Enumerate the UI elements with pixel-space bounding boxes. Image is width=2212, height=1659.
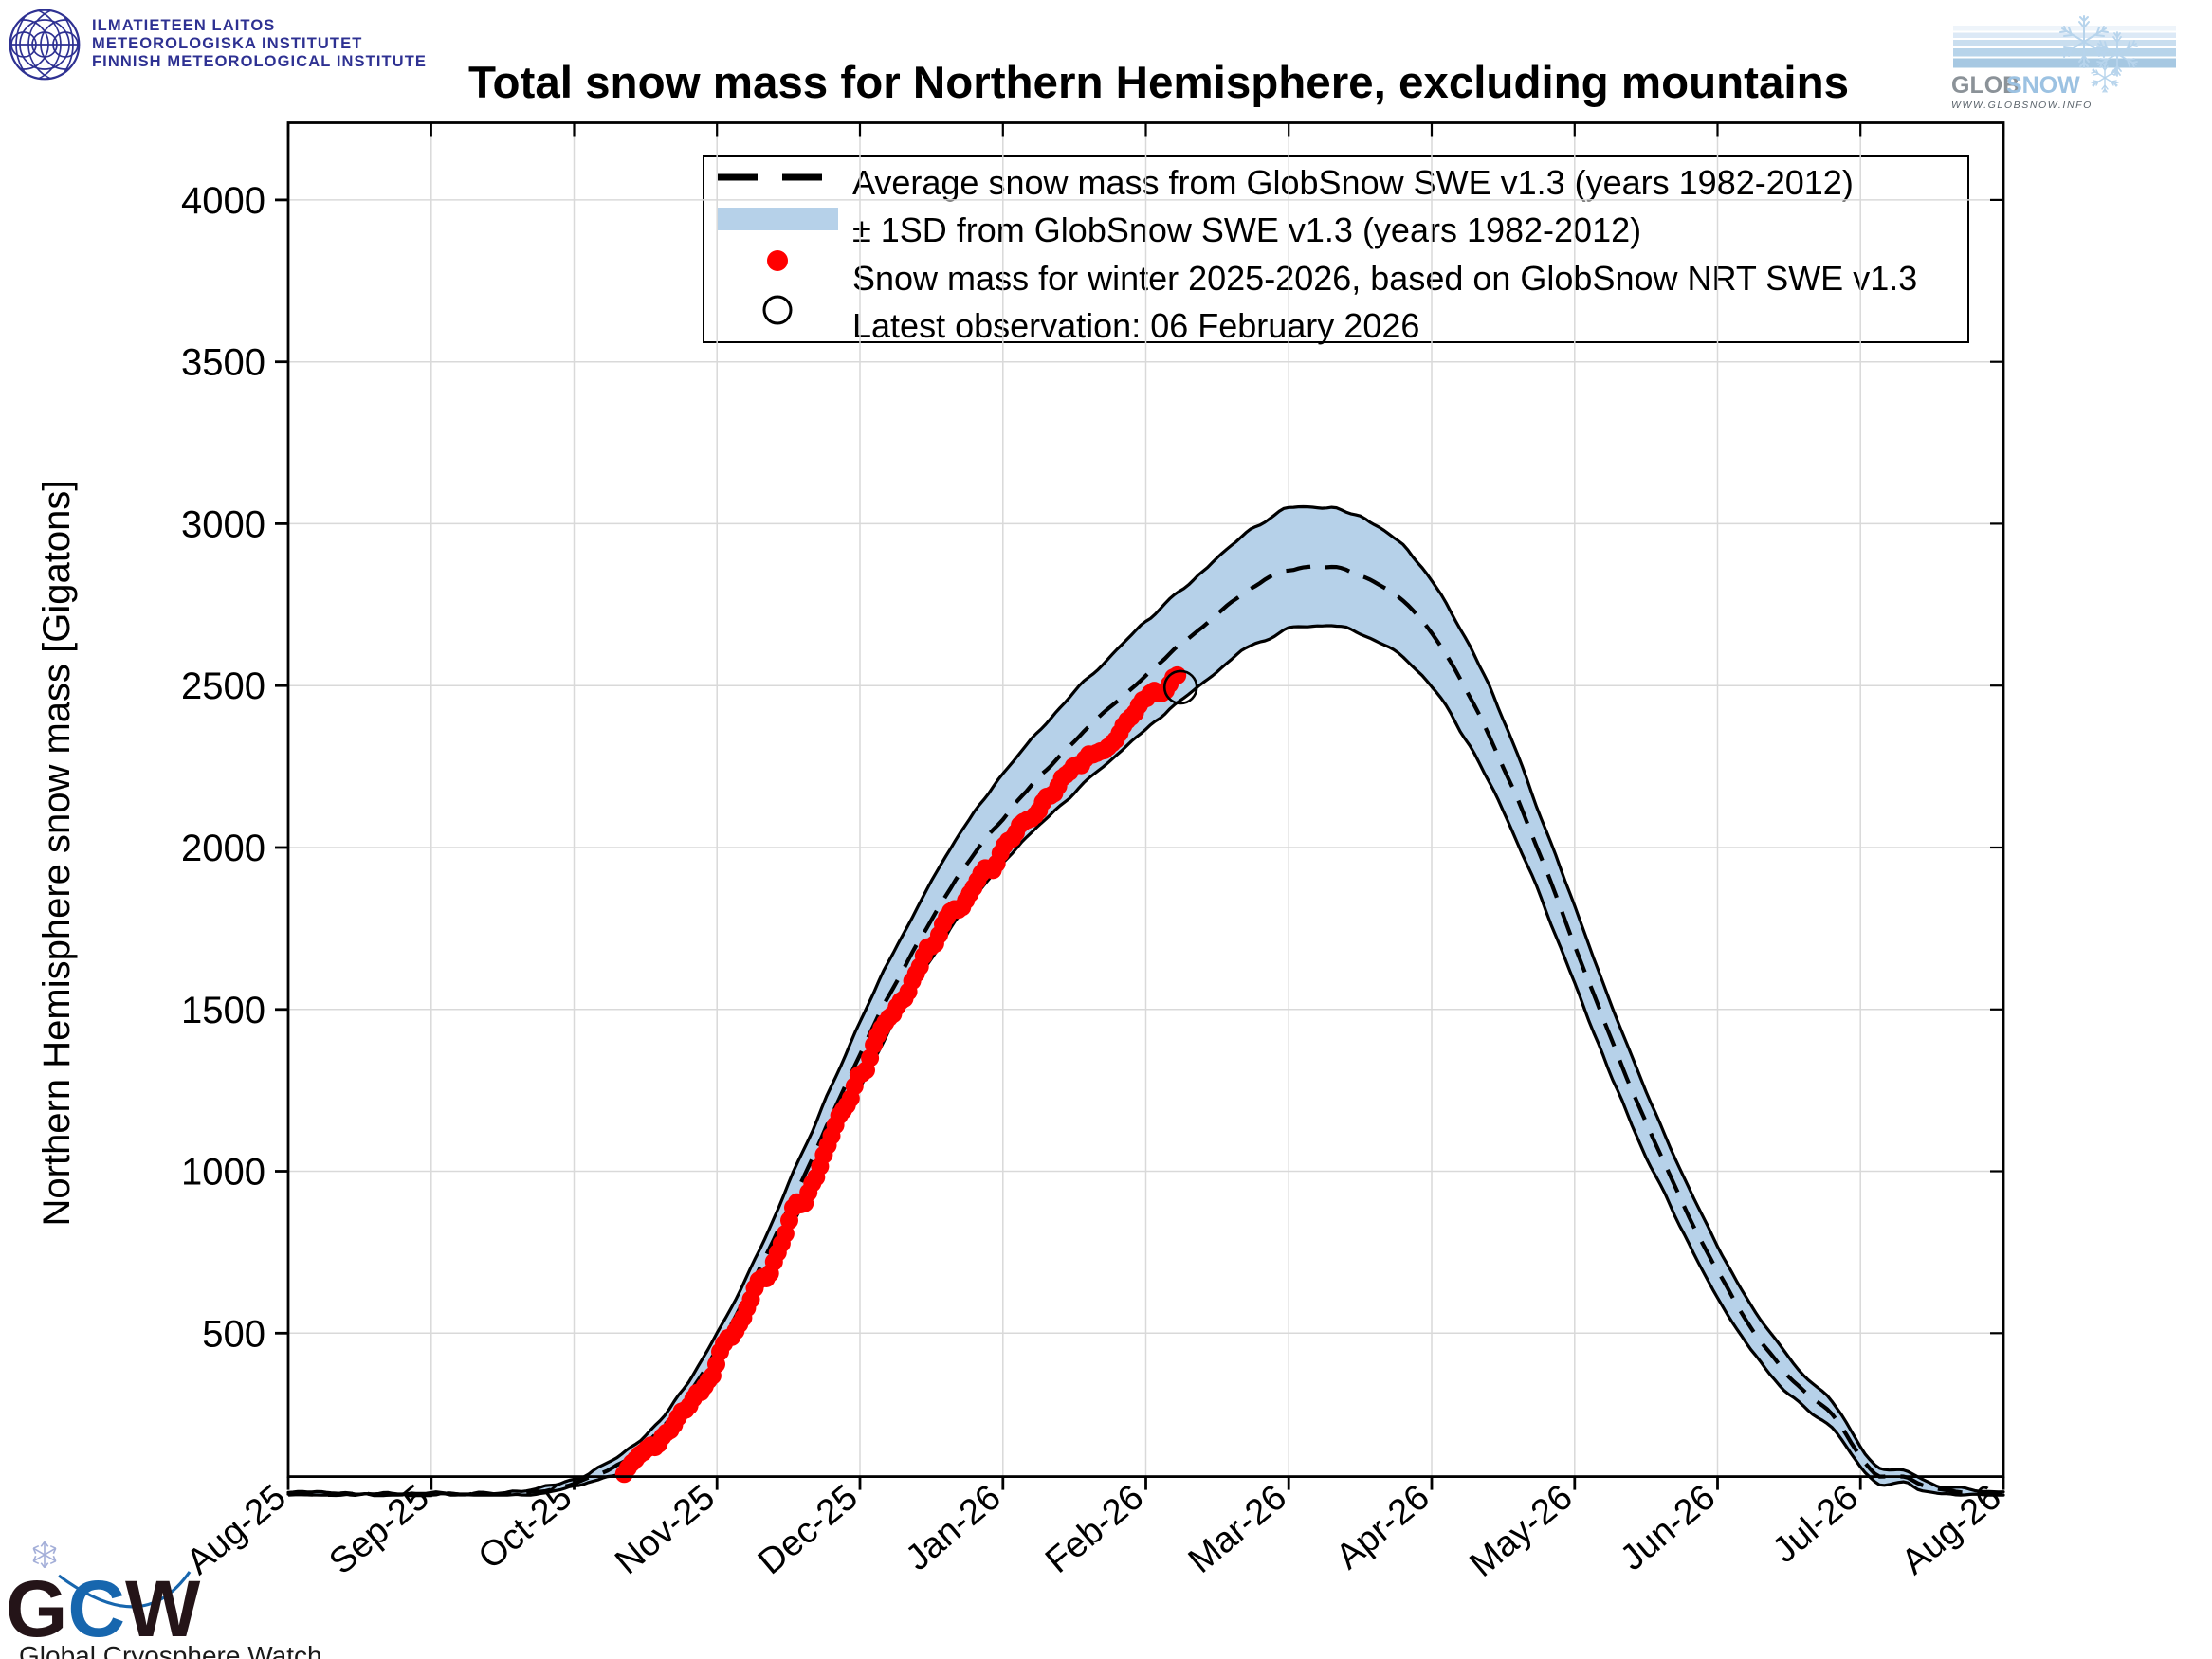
svg-text:Apr-26: Apr-26 [1328,1477,1436,1577]
svg-text:Dec-25: Dec-25 [751,1477,866,1582]
svg-text:Jan-26: Jan-26 [899,1477,1009,1578]
svg-text:3500: 3500 [181,342,265,384]
svg-text:Jul-26: Jul-26 [1765,1477,1866,1571]
svg-text:Jun-26: Jun-26 [1613,1477,1723,1578]
svg-text:4000: 4000 [181,180,265,222]
svg-text:2500: 2500 [181,665,265,707]
svg-text:Feb-26: Feb-26 [1038,1477,1151,1581]
svg-text:1500: 1500 [181,990,265,1031]
svg-text:2000: 2000 [181,828,265,869]
svg-text:May-26: May-26 [1463,1477,1581,1585]
svg-text:500: 500 [202,1313,265,1355]
svg-text:1000: 1000 [181,1152,265,1194]
svg-text:3000: 3000 [181,503,265,545]
svg-text:Nov-25: Nov-25 [608,1477,722,1582]
svg-text:Mar-26: Mar-26 [1181,1477,1294,1581]
